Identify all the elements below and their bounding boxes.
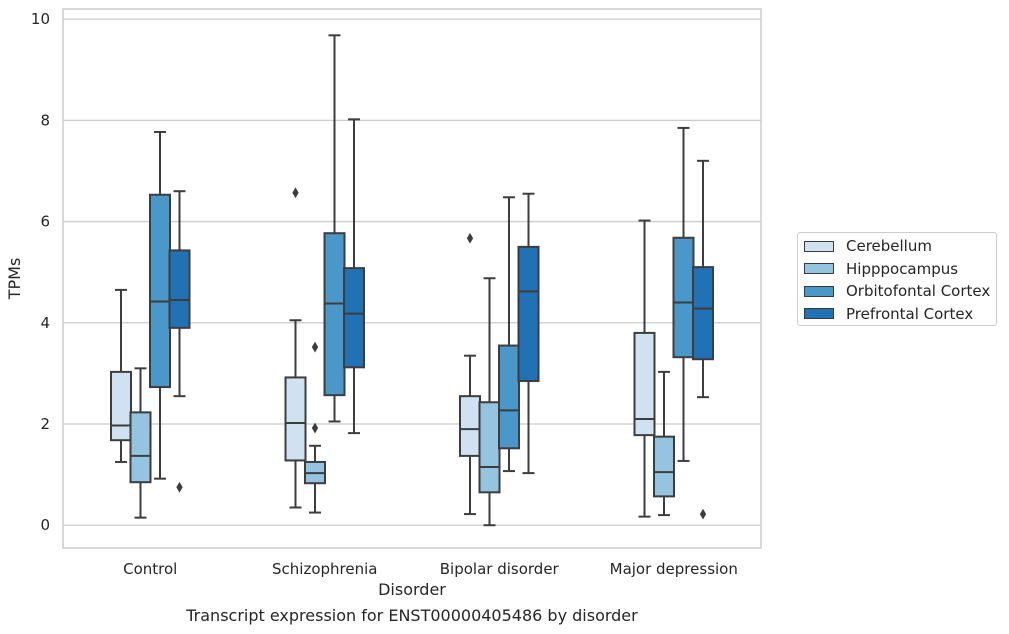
y-tick-labels: 0 2 4 6 8 10 xyxy=(31,10,50,534)
legend-item: Hipppocampus xyxy=(804,259,958,279)
box-body xyxy=(168,249,191,329)
y-tick-label: 0 xyxy=(40,516,50,534)
box xyxy=(653,370,675,517)
legend-label: Prefrontal Cortex xyxy=(846,304,974,323)
outlier-point xyxy=(176,481,183,493)
box xyxy=(478,277,501,527)
box-body xyxy=(343,267,365,369)
legend-item: Cerebellum xyxy=(804,236,932,256)
box-body xyxy=(692,266,714,361)
outlier-point xyxy=(292,187,299,199)
box xyxy=(517,192,540,475)
y-axis-label: TPMs xyxy=(5,258,24,301)
legend-label: Cerebellum xyxy=(846,237,932,255)
x-tick-labels: Control Schizophrenia Bipolar disorder Majo… xyxy=(123,560,738,578)
legend-swatch xyxy=(804,308,834,319)
box xyxy=(110,288,132,463)
outlier-point xyxy=(466,232,474,244)
legend-label: Orbitofontal Cortex xyxy=(846,282,991,300)
box-body xyxy=(517,245,540,382)
box xyxy=(692,159,714,520)
box-body xyxy=(478,401,501,494)
x-tick-label: Schizophrenia xyxy=(272,560,377,578)
box-plot-area xyxy=(110,34,714,527)
x-tick-label: Bipolar disorder xyxy=(440,560,560,578)
plot-frame xyxy=(62,8,762,549)
box xyxy=(343,118,365,435)
x-tick-label: Major depression xyxy=(610,560,738,578)
box xyxy=(129,367,152,519)
legend-swatch xyxy=(804,240,834,252)
box xyxy=(323,34,346,423)
box xyxy=(498,196,520,473)
box xyxy=(284,187,307,509)
box-body xyxy=(498,344,520,450)
y-tick-label: 8 xyxy=(40,111,50,129)
box xyxy=(672,126,695,462)
box xyxy=(168,190,191,493)
box-body xyxy=(110,370,132,442)
box xyxy=(304,341,326,514)
legend-swatch xyxy=(804,285,834,297)
chart-caption: Transcript expression for ENST0000040548… xyxy=(186,606,638,625)
x-axis-label: Disorder xyxy=(378,580,446,599)
legend-swatch xyxy=(804,263,834,274)
box-body xyxy=(129,411,152,484)
y-tick-label: 4 xyxy=(40,314,50,332)
outlier-point xyxy=(699,508,707,520)
box xyxy=(459,232,481,516)
box xyxy=(633,219,656,518)
box-body xyxy=(672,236,695,359)
legend-item: Orbitofontal Cortex xyxy=(804,281,990,301)
box-body xyxy=(459,395,481,457)
legend: Cerebellum Hipppocampus Orbitofontal Corte… xyxy=(797,232,997,326)
box-body xyxy=(633,331,656,437)
legend-item: Prefrontal Cortex xyxy=(804,304,973,324)
box-body xyxy=(149,193,171,389)
x-tick-label: Control xyxy=(123,560,177,578)
y-tick-label: 10 xyxy=(31,10,50,28)
y-tick-label: 6 xyxy=(40,213,50,231)
legend-label: Hipppocampus xyxy=(846,259,959,278)
box-body xyxy=(653,435,675,498)
y-tick-label: 2 xyxy=(40,415,50,433)
box-body xyxy=(323,232,346,397)
box-body xyxy=(284,376,307,462)
box xyxy=(149,130,171,480)
outlier-point xyxy=(311,422,319,434)
outlier-point xyxy=(311,341,319,353)
